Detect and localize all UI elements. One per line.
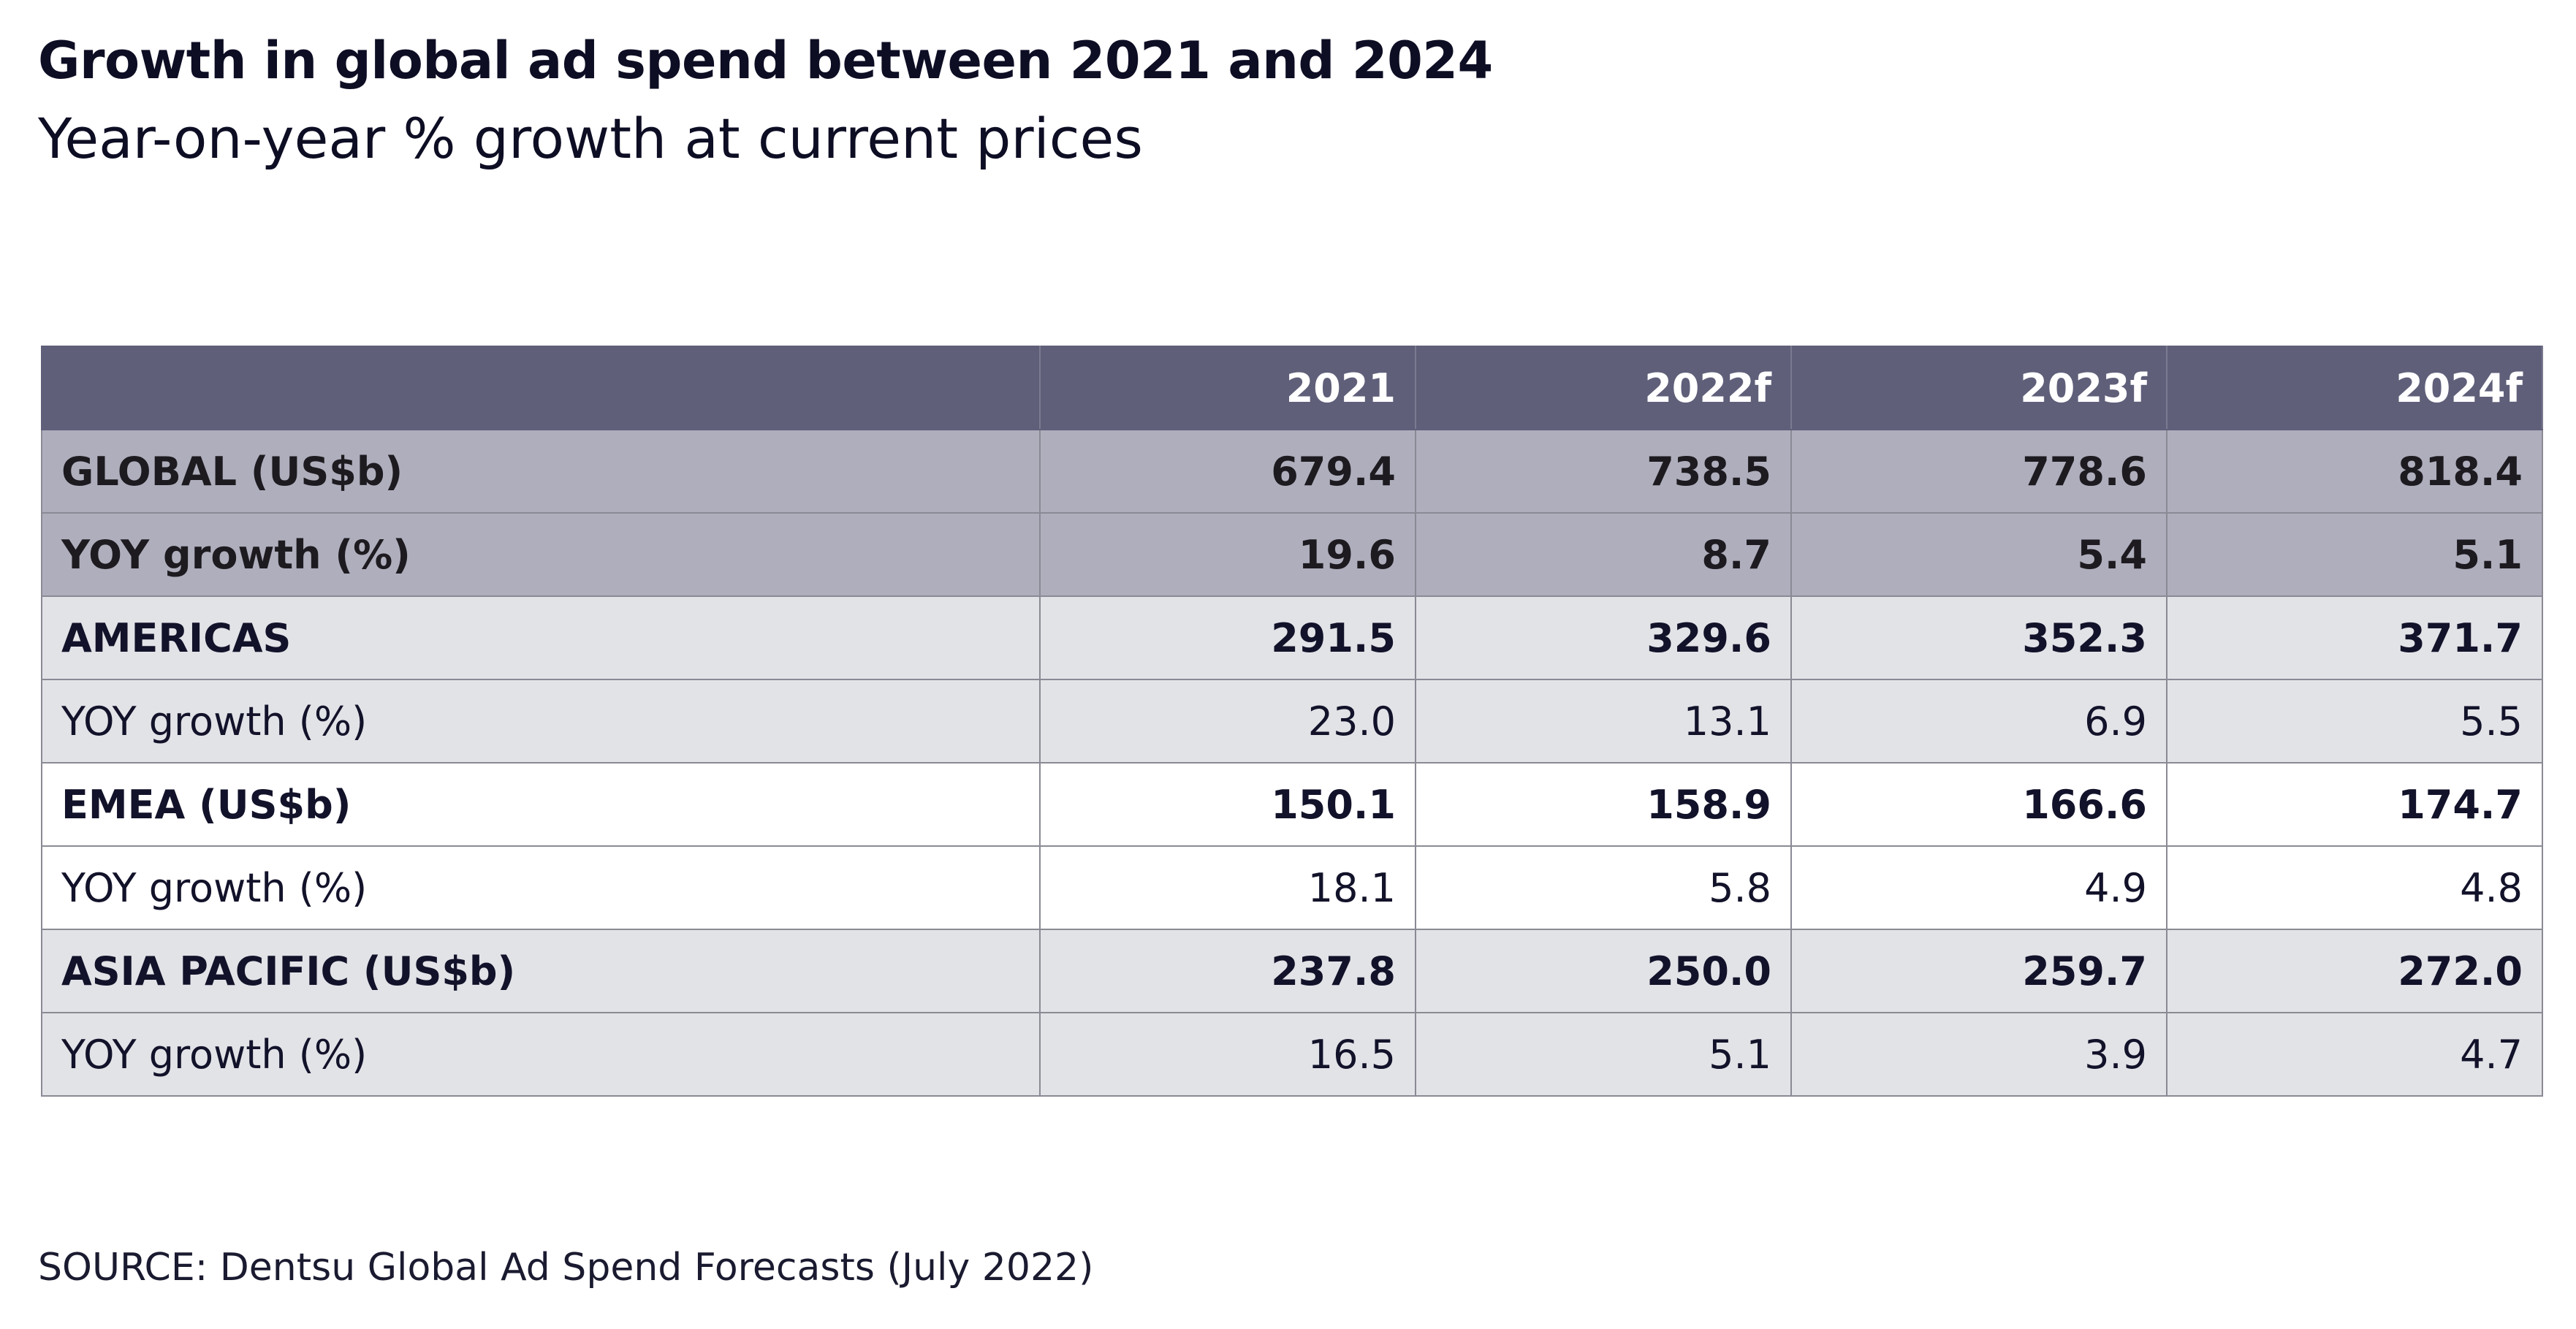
value-cell: 5.1 xyxy=(2166,512,2543,597)
value-cell: 818.4 xyxy=(2166,429,2543,514)
table-row: ASIA PACIFIC (US$b) 237.8 250.0 259.7 272.0 xyxy=(41,929,2543,1013)
table-row: YOY growth (%) 16.5 5.1 3.9 4.7 xyxy=(41,1012,2543,1097)
table-row: YOY growth (%) 19.6 8.7 5.4 5.1 xyxy=(41,512,2543,597)
header-cell: 2022f xyxy=(1415,346,1792,430)
value-cell: 8.7 xyxy=(1415,512,1792,597)
value-cell: 5.8 xyxy=(1415,845,1792,930)
value-cell: 3.9 xyxy=(1790,1012,2167,1097)
ad-spend-table: 2021 2022f 2023f 2024f GLOBAL (US$b) 679.… xyxy=(41,346,2543,1097)
value-cell: 329.6 xyxy=(1415,595,1792,680)
value-cell: 18.1 xyxy=(1039,845,1416,930)
table-row: YOY growth (%) 18.1 5.8 4.9 4.8 xyxy=(41,845,2543,930)
row-label: YOY growth (%) xyxy=(41,1012,1041,1097)
row-label: YOY growth (%) xyxy=(41,679,1041,763)
value-cell: 371.7 xyxy=(2166,595,2543,680)
value-cell: 13.1 xyxy=(1415,679,1792,763)
value-cell: 352.3 xyxy=(1790,595,2167,680)
value-cell: 778.6 xyxy=(1790,429,2167,514)
row-label: EMEA (US$b) xyxy=(41,762,1041,847)
value-cell: 237.8 xyxy=(1039,929,1416,1013)
value-cell: 272.0 xyxy=(2166,929,2543,1013)
value-cell: 679.4 xyxy=(1039,429,1416,514)
value-cell: 4.7 xyxy=(2166,1012,2543,1097)
value-cell: 158.9 xyxy=(1415,762,1792,847)
row-label: GLOBAL (US$b) xyxy=(41,429,1041,514)
value-cell: 738.5 xyxy=(1415,429,1792,514)
row-label: AMERICAS xyxy=(41,595,1041,680)
row-label: ASIA PACIFIC (US$b) xyxy=(41,929,1041,1013)
source-note: SOURCE: Dentsu Global Ad Spend Forecasts… xyxy=(38,1246,1094,1290)
table-row: YOY growth (%) 23.0 13.1 6.9 5.5 xyxy=(41,679,2543,763)
value-cell: 174.7 xyxy=(2166,762,2543,847)
value-cell: 23.0 xyxy=(1039,679,1416,763)
value-cell: 150.1 xyxy=(1039,762,1416,847)
page-title: Growth in global ad spend between 2021 a… xyxy=(38,31,1493,91)
value-cell: 19.6 xyxy=(1039,512,1416,597)
value-cell: 259.7 xyxy=(1790,929,2167,1013)
header-cell: 2024f xyxy=(2166,346,2543,430)
table-row: EMEA (US$b) 150.1 158.9 166.6 174.7 xyxy=(41,762,2543,847)
value-cell: 4.9 xyxy=(1790,845,2167,930)
value-cell: 5.1 xyxy=(1415,1012,1792,1097)
value-cell: 250.0 xyxy=(1415,929,1792,1013)
table-row: AMERICAS 291.5 329.6 352.3 371.7 xyxy=(41,595,2543,680)
row-label: YOY growth (%) xyxy=(41,512,1041,597)
value-cell: 16.5 xyxy=(1039,1012,1416,1097)
row-label: YOY growth (%) xyxy=(41,845,1041,930)
value-cell: 5.4 xyxy=(1790,512,2167,597)
value-cell: 6.9 xyxy=(1790,679,2167,763)
header-cell: 2023f xyxy=(1790,346,2167,430)
page-subtitle: Year-on-year % growth at current prices xyxy=(38,106,1143,171)
value-cell: 291.5 xyxy=(1039,595,1416,680)
table-header-row: 2021 2022f 2023f 2024f xyxy=(41,346,2543,430)
value-cell: 4.8 xyxy=(2166,845,2543,930)
value-cell: 166.6 xyxy=(1790,762,2167,847)
header-cell: 2021 xyxy=(1039,346,1416,430)
value-cell: 5.5 xyxy=(2166,679,2543,763)
table-row: GLOBAL (US$b) 679.4 738.5 778.6 818.4 xyxy=(41,429,2543,514)
header-cell xyxy=(41,346,1041,430)
